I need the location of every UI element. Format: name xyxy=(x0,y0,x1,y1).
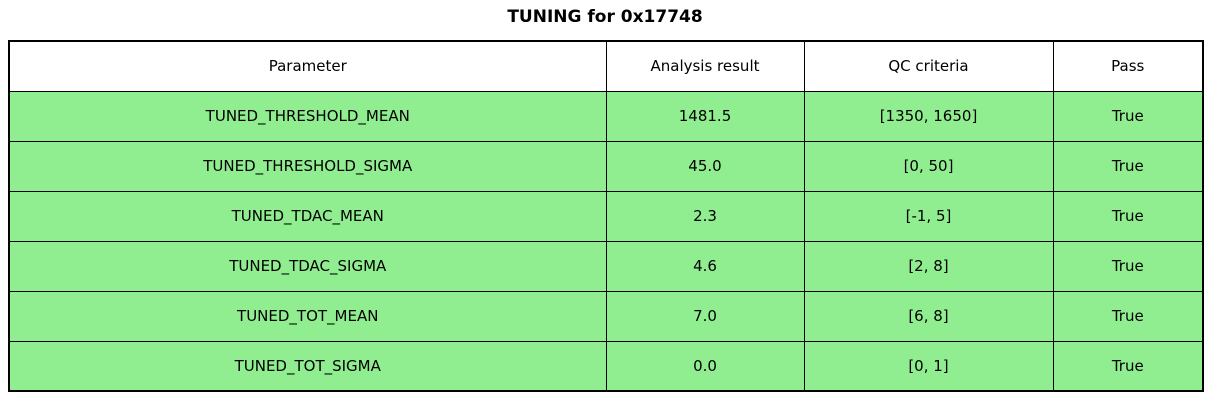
table-header-row: Parameter Analysis result QC criteria Pa… xyxy=(8,40,1204,92)
cell-parameter: TUNED_TDAC_MEAN xyxy=(8,190,607,242)
cell-qc-criteria: [6, 8] xyxy=(803,290,1054,342)
col-header-analysis-result: Analysis result xyxy=(605,40,805,92)
cell-qc-criteria: [-1, 5] xyxy=(803,190,1054,242)
col-header-pass: Pass xyxy=(1052,40,1204,92)
cell-qc-criteria: [2, 8] xyxy=(803,240,1054,292)
figure-title: TUNING for 0x17748 xyxy=(507,7,703,27)
cell-parameter: TUNED_TDAC_SIGMA xyxy=(8,240,607,292)
cell-pass: True xyxy=(1052,90,1204,142)
cell-pass: True xyxy=(1052,140,1204,192)
cell-analysis-result: 45.0 xyxy=(605,140,805,192)
cell-analysis-result: 2.3 xyxy=(605,190,805,242)
cell-qc-criteria: [1350, 1650] xyxy=(803,90,1054,142)
table-row: TUNED_TOT_MEAN 7.0 [6, 8] True xyxy=(8,290,1204,342)
cell-pass: True xyxy=(1052,290,1204,342)
cell-qc-criteria: [0, 1] xyxy=(803,340,1054,392)
cell-parameter: TUNED_TOT_MEAN xyxy=(8,290,607,342)
cell-pass: True xyxy=(1052,190,1204,242)
cell-analysis-result: 1481.5 xyxy=(605,90,805,142)
cell-parameter: TUNED_THRESHOLD_MEAN xyxy=(8,90,607,142)
table-row: TUNED_THRESHOLD_MEAN 1481.5 [1350, 1650]… xyxy=(8,90,1204,142)
table-row: TUNED_THRESHOLD_SIGMA 45.0 [0, 50] True xyxy=(8,140,1204,192)
cell-pass: True xyxy=(1052,340,1204,392)
cell-parameter: TUNED_TOT_SIGMA xyxy=(8,340,607,392)
table-row: TUNED_TDAC_MEAN 2.3 [-1, 5] True xyxy=(8,190,1204,242)
cell-analysis-result: 0.0 xyxy=(605,340,805,392)
cell-pass: True xyxy=(1052,240,1204,292)
cell-analysis-result: 7.0 xyxy=(605,290,805,342)
cell-parameter: TUNED_THRESHOLD_SIGMA xyxy=(8,140,607,192)
cell-analysis-result: 4.6 xyxy=(605,240,805,292)
cell-qc-criteria: [0, 50] xyxy=(803,140,1054,192)
table-row: TUNED_TOT_SIGMA 0.0 [0, 1] True xyxy=(8,340,1204,392)
table-row: TUNED_TDAC_SIGMA 4.6 [2, 8] True xyxy=(8,240,1204,292)
col-header-parameter: Parameter xyxy=(8,40,607,92)
tuning-results-table: Parameter Analysis result QC criteria Pa… xyxy=(8,40,1204,392)
col-header-qc-criteria: QC criteria xyxy=(803,40,1054,92)
